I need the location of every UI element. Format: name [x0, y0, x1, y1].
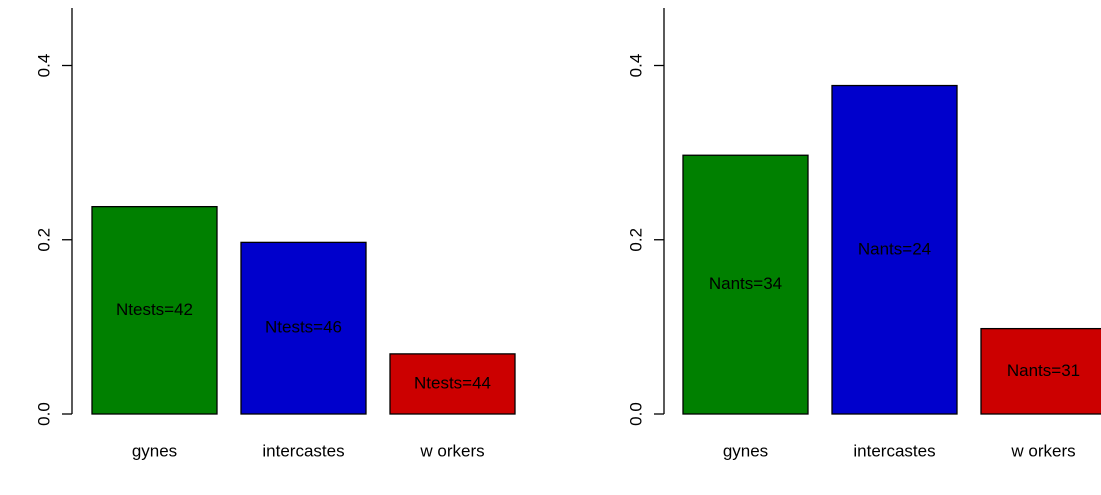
- y-tick-label: 0.2: [34, 228, 53, 252]
- x-tick-label: intercastes: [262, 441, 344, 460]
- bar-annotation: Ntests=44: [414, 373, 491, 392]
- bar: [389, 353, 516, 415]
- bar-annotation: Nants=24: [858, 239, 931, 258]
- bar-annotation: Nants=31: [1007, 361, 1080, 380]
- bar-annotation: Ntests=42: [116, 300, 193, 319]
- x-tick-label: gynes: [132, 441, 177, 460]
- y-tick-label: 0.0: [34, 402, 53, 426]
- y-tick-label: 0.0: [626, 402, 645, 426]
- bar-annotation: Ntests=46: [265, 318, 342, 337]
- bar: [240, 241, 367, 415]
- bar: [831, 84, 958, 415]
- bar-annotation: Nants=34: [709, 274, 782, 293]
- y-tick-label: 0.2: [626, 228, 645, 252]
- x-tick-label: w orkers: [1010, 441, 1075, 460]
- bar: [91, 205, 218, 415]
- x-tick-label: w orkers: [419, 441, 484, 460]
- x-tick-label: gynes: [723, 441, 768, 460]
- y-tick-label: 0.4: [626, 54, 645, 78]
- bar: [682, 154, 809, 415]
- bar: [980, 327, 1101, 415]
- y-tick-label: 0.4: [34, 54, 53, 78]
- x-tick-label: intercastes: [853, 441, 935, 460]
